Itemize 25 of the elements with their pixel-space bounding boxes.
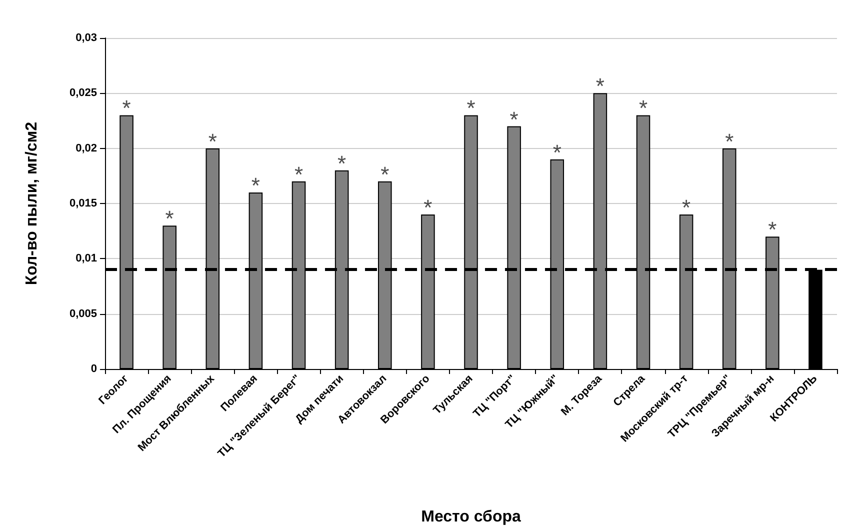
annotation: * [251,172,260,198]
annotation: * [424,195,433,220]
annotation: * [638,96,648,121]
annotation: * [165,206,174,232]
annotation: * [725,128,734,154]
annotation: * [380,162,390,187]
annotation: * [466,96,476,121]
annotation: * [552,140,562,165]
annotation: * [510,106,519,132]
annotation: * [294,162,304,187]
y-tick-label: 0,025 [69,87,97,100]
y-axis-title: Кол-во пыли, мг/см2 [24,122,40,286]
annotation: * [122,96,132,121]
y-tick-label: 0,015 [69,198,97,210]
y-tick-label: 0,01 [76,252,97,265]
y-tick-label: 0 [90,363,97,375]
y-tick-label: 0,03 [76,32,97,44]
annotation: * [338,150,347,176]
y-tick-label: 0,005 [69,308,97,320]
annotation: * [682,195,692,220]
annotation: * [208,128,218,154]
annotation: * [596,74,605,99]
y-tick-label: 0,02 [76,142,97,154]
x-axis-title: Место сбора [421,508,521,526]
annotation: * [768,217,778,242]
